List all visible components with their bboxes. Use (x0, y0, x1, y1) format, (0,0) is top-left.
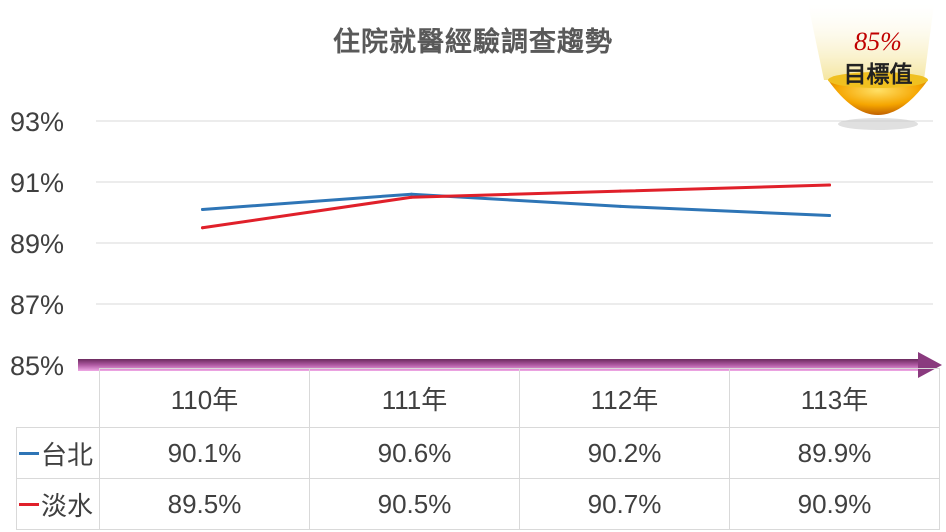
data-label: 90.1% (99, 427, 310, 479)
y-tick-label: 91% (10, 168, 64, 198)
y-tick-label: 89% (10, 229, 64, 259)
category-label: 112年 (519, 368, 730, 428)
table-header-row: 110年 111年 112年 113年 (16, 368, 940, 428)
data-point (828, 214, 831, 218)
legend-entry: 台北 (16, 427, 100, 479)
legend-swatch (19, 502, 39, 506)
data-label: 90.5% (309, 478, 520, 530)
category-label: 113年 (729, 368, 940, 428)
target-value: 85% (854, 27, 902, 56)
table-row: 淡水 89.5% 90.5% 90.7% 90.9% (16, 478, 940, 530)
y-tick-label: 87% (10, 290, 64, 320)
series-name: 淡水 (41, 490, 94, 521)
category-label: 110年 (99, 368, 310, 428)
data-table: 110年 111年 112年 113年 台北 90.1% 90.6% 90.2%… (16, 368, 940, 530)
data-point (410, 195, 413, 199)
series-name: 台北 (41, 439, 94, 470)
series-line (201, 192, 831, 218)
table-row: 台北 90.1% 90.6% 90.2% 89.9% (16, 427, 940, 479)
data-label: 90.7% (519, 478, 730, 530)
legend-swatch (19, 451, 39, 455)
spotlight-shape (808, 4, 934, 80)
data-point (410, 192, 413, 196)
data-label: 89.5% (99, 478, 310, 530)
data-label: 89.9% (729, 427, 940, 479)
target-label: 目標值 (844, 61, 913, 88)
target-badge: 85% 目標值 (808, 4, 934, 130)
data-point (619, 189, 622, 193)
data-point (828, 183, 831, 187)
badge-shadow (838, 118, 918, 130)
category-label: 111年 (309, 368, 520, 428)
y-tick-label: 93% (10, 107, 64, 137)
bowl-rim (828, 72, 928, 88)
series-line (201, 183, 831, 230)
data-point (619, 204, 622, 208)
data-label: 90.2% (519, 427, 730, 479)
legend-entry: 淡水 (16, 478, 100, 530)
data-label: 90.6% (309, 427, 520, 479)
data-label: 90.9% (729, 478, 940, 530)
data-point (201, 207, 204, 211)
table-corner (16, 368, 100, 428)
gold-bowl (828, 80, 928, 115)
chart-title: 住院就醫經驗調查趨勢 (333, 27, 613, 58)
data-point (201, 226, 204, 230)
